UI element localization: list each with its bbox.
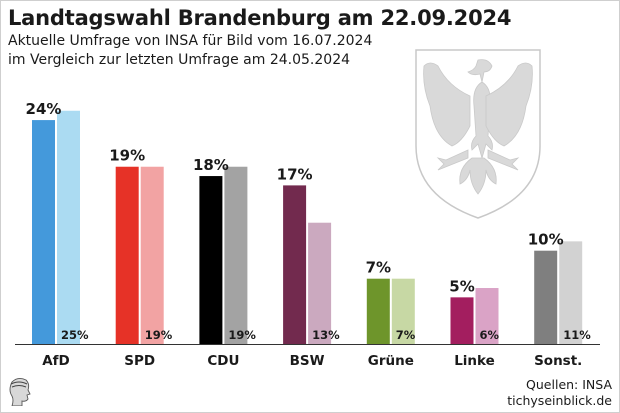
data-label-previous: 7% — [396, 328, 416, 342]
bar-previous-afd — [57, 110, 80, 344]
bar-current-bsw — [283, 185, 307, 344]
category-label: AfD — [42, 353, 70, 369]
bar-previous-cdu — [224, 166, 248, 344]
category-label: Linke — [454, 353, 495, 369]
source-credit: Quellen: INSA tichyseinblick.de — [507, 377, 612, 409]
category-label: BSW — [290, 353, 325, 369]
data-label-current: 10% — [528, 231, 564, 249]
data-label-previous: 19% — [228, 328, 256, 342]
data-label-current: 17% — [277, 165, 313, 183]
bar-current-grne — [366, 278, 390, 344]
category-label: Sonst. — [534, 353, 582, 369]
tichys-einblick-head-logo-icon — [9, 377, 31, 406]
data-label-current: 5% — [449, 277, 474, 295]
chart-title: Landtagswahl Brandenburg am 22.09.2024 — [8, 6, 512, 30]
source-text: Quellen: INSA — [526, 377, 612, 392]
bar-current-afd — [32, 120, 55, 344]
bar-previous-grne — [391, 278, 415, 344]
bar-current-spd — [115, 166, 139, 344]
bar-previous-spd — [140, 166, 164, 344]
data-label-current: 18% — [193, 156, 229, 174]
category-label: SPD — [124, 353, 155, 369]
category-label: Grüne — [368, 353, 414, 369]
chart-subtitle-current: Aktuelle Umfrage von INSA für Bild vom 1… — [8, 33, 373, 49]
data-label-current: 19% — [109, 147, 145, 165]
data-label-previous: 6% — [480, 328, 500, 342]
category-label: CDU — [207, 353, 239, 369]
website-text: tichyseinblick.de — [507, 393, 612, 408]
data-label-previous: 19% — [145, 328, 173, 342]
chart-subtitle-comparison: im Vergleich zur letzten Umfrage am 24.0… — [8, 52, 351, 68]
data-label-previous: 13% — [312, 328, 340, 342]
data-label-current: 24% — [26, 100, 62, 118]
bar-current-cdu — [199, 176, 223, 344]
data-label-current: 7% — [366, 259, 391, 277]
bar-previous-sonst — [559, 241, 583, 344]
bar-previous-bsw — [308, 222, 332, 344]
bar-previous-linke — [475, 288, 499, 344]
data-label-previous: 11% — [563, 328, 591, 342]
bar-current-linke — [450, 297, 474, 344]
data-label-previous: 25% — [61, 328, 89, 342]
bar-current-sonst — [534, 250, 558, 344]
brandenburg-eagle-crest-icon — [415, 49, 541, 219]
